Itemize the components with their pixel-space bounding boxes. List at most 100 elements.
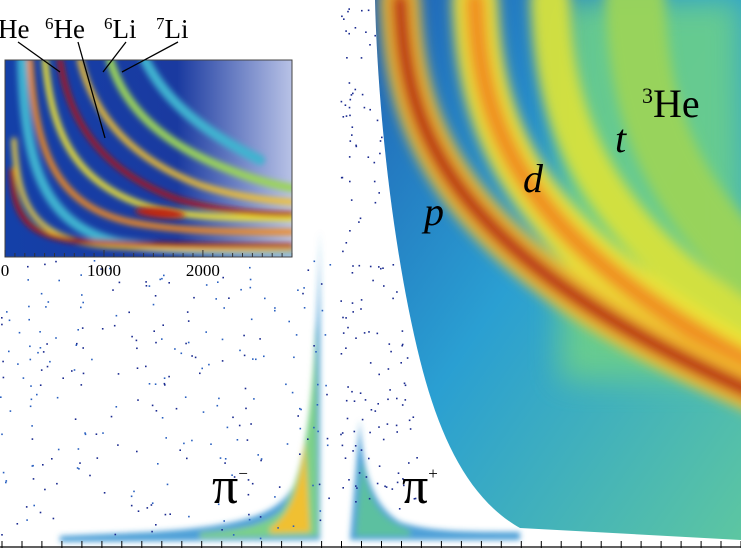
noise-dot [81,294,83,296]
noise-dot [33,504,35,507]
noise-dot [372,279,374,282]
noise-dot [326,437,329,440]
noise-dot [219,457,222,459]
noise-dot [348,156,351,158]
noise-dot [91,358,93,361]
noise-dot [22,377,25,379]
inset-x-tick-label: 1000 [87,261,121,280]
noise-dot [28,305,30,308]
noise-dot [347,386,349,388]
inset-panel: 0 1000 2000 He 6He 6Li 7Li [0,14,293,280]
noise-dot [291,391,294,394]
noise-dot [379,152,381,155]
noise-dot [80,306,82,309]
noise-dot [32,464,34,467]
noise-dot [118,281,121,284]
noise-dot [360,299,363,301]
noise-dot [341,176,344,179]
noise-dot [112,289,114,291]
noise-dot [365,31,367,33]
noise-dot [221,529,223,531]
noise-dot [163,274,165,277]
noise-dot [377,403,379,405]
noise-dot [350,199,353,201]
noise-dot [396,481,399,484]
noise-dot [1,323,3,326]
noise-dot [350,94,353,96]
noise-dot [77,448,80,450]
noise-dot [1,433,3,436]
noise-dot [101,328,104,330]
noise-dot [369,108,371,111]
noise-dot [78,468,80,470]
noise-dot [224,458,227,460]
noise-dot [217,281,219,283]
noise-dot [342,332,345,334]
noise-dot [186,311,189,313]
noise-dot [361,9,363,12]
noise-dot [295,334,298,336]
noise-dot [307,438,309,440]
noise-dot [259,537,262,540]
noise-dot [297,415,299,417]
noise-dot [8,350,10,353]
noise-dot [249,286,252,289]
noise-dot [380,267,382,270]
noise-dot [80,274,82,276]
noise-dot [373,180,376,183]
noise-dot [82,301,84,304]
noise-dot [392,297,394,300]
noise-dot [319,510,322,512]
particle-bands [380,0,741,540]
noise-dot [401,344,403,347]
noise-dot [145,285,148,287]
particle-labels: π− π+ p d t 3He [212,81,700,515]
noise-dot [349,98,352,101]
noise-dot [162,324,164,326]
noise-dot [165,437,167,439]
noise-dot [74,418,77,420]
noise-dot [348,32,350,35]
noise-dot [300,408,302,411]
noise-dot [46,343,48,345]
noise-dot [388,343,391,345]
noise-dot [326,393,328,396]
noise-dot [359,392,362,394]
noise-dot [39,511,42,514]
noise-dot [163,377,166,379]
noise-dot [136,347,138,350]
noise-dot [315,351,317,353]
noise-dot [169,513,171,515]
noise-dot [239,349,241,352]
noise-dot [184,396,187,398]
noise-dot [27,265,29,268]
noise-dot [348,82,351,84]
noise-dot [26,519,28,521]
noise-dot [355,337,357,339]
noise-dot [154,295,157,297]
noise-dot [27,279,29,281]
noise-dot [402,478,404,480]
noise-dot [351,302,354,304]
noise-dot [355,144,357,147]
noise-dot [398,508,401,510]
noise-dot [29,345,31,348]
noise-dot [151,404,154,407]
noise-dot [82,372,85,375]
noise-dot [71,370,73,372]
noise-dot [370,409,373,411]
noise-dot [349,180,351,183]
noise-dot [250,423,252,425]
noise-dot [249,278,252,281]
deuteron-label: d [523,156,544,201]
noise-dot [260,458,263,460]
noise-dot [103,492,106,494]
noise-dot [414,497,417,500]
noise-dot [28,318,30,321]
noise-dot [378,373,380,376]
isotope-labels: He 6He 6Li 7Li [0,14,189,139]
noise-dot [180,352,183,355]
noise-dot [348,106,351,109]
noise-dot [360,308,362,310]
noise-dot [130,495,133,498]
